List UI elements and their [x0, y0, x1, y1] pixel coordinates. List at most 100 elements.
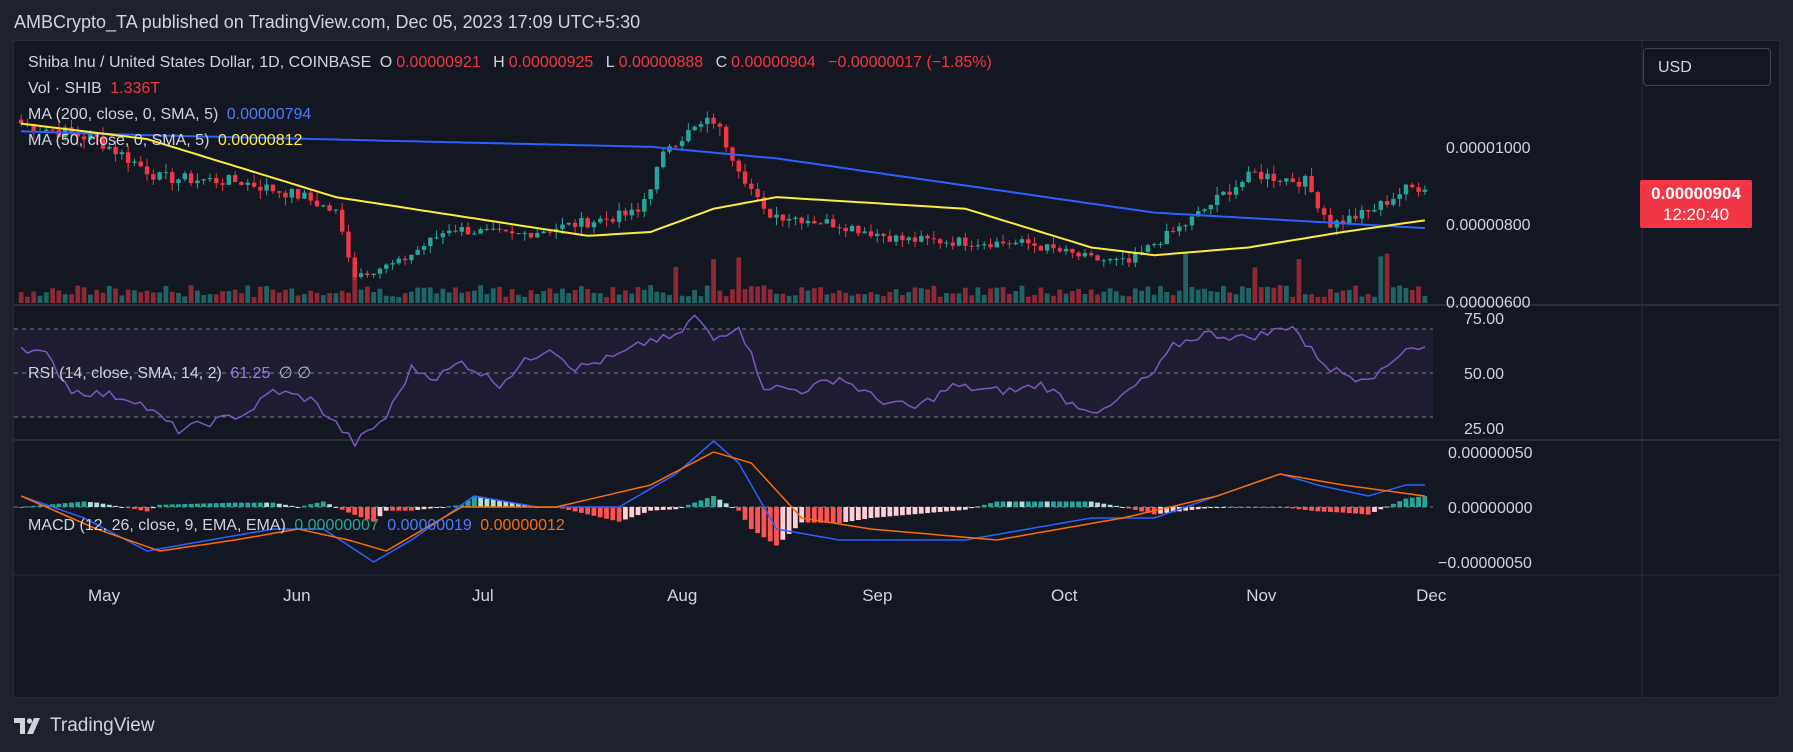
- candle-body: [509, 231, 515, 234]
- volume-bar: [881, 296, 886, 303]
- footer-brand: TradingView: [50, 715, 155, 736]
- candle-body: [1114, 258, 1119, 260]
- candle-body: [371, 273, 376, 275]
- volume-bar: [75, 285, 81, 303]
- macd-histogram-bar: [1221, 507, 1226, 508]
- candle-body: [56, 129, 62, 138]
- macd-histogram-bar: [409, 507, 414, 511]
- macd-histogram-bar: [988, 503, 993, 507]
- candle-body: [384, 264, 389, 269]
- macd-histogram-bar: [962, 507, 968, 510]
- macd-histogram-bar: [69, 502, 74, 507]
- macd-histogram-bar: [717, 499, 723, 507]
- ma200-value: 0.00000794: [226, 106, 312, 123]
- candle-body: [1170, 230, 1176, 232]
- volume-bar: [264, 286, 270, 303]
- currency-button[interactable]: USD: [1643, 48, 1771, 86]
- candle-body: [925, 235, 930, 239]
- macd-histogram-bar: [1265, 507, 1270, 508]
- macd-histogram-bar: [232, 502, 238, 507]
- candle-body: [1145, 245, 1151, 252]
- macd-histogram-bar: [62, 503, 68, 507]
- volume-bar: [169, 291, 175, 303]
- volume-bar: [893, 289, 899, 303]
- candle-body: [421, 246, 427, 250]
- time-tick-label: Aug: [667, 586, 697, 605]
- volume-bar: [830, 293, 836, 303]
- volume-bar: [1208, 291, 1214, 303]
- macd-histogram-bar: [1007, 501, 1012, 507]
- macd-histogram-bar: [736, 507, 742, 511]
- candle-body: [440, 233, 446, 238]
- macd-histogram-bar: [31, 505, 37, 507]
- macd-signal-value: 0.00000012: [480, 517, 565, 534]
- candle-body: [333, 209, 339, 211]
- candle-body: [742, 171, 748, 184]
- candle-body: [113, 146, 118, 155]
- volume-bar: [516, 294, 521, 303]
- candle-body: [786, 218, 792, 221]
- candle-body: [648, 189, 653, 200]
- macd-histogram-bar: [1051, 501, 1056, 507]
- candle-body: [1026, 239, 1031, 244]
- ma50-value: 0.00000812: [217, 132, 303, 149]
- macd-histogram-bar: [1359, 507, 1365, 515]
- candle-body: [264, 184, 269, 191]
- volume-bar: [56, 290, 62, 303]
- candle-body: [799, 217, 804, 224]
- volume-bar: [346, 292, 351, 303]
- volume-bar: [302, 293, 307, 303]
- volume-bar: [1422, 295, 1428, 303]
- macd-histogram-bar: [887, 507, 893, 517]
- candle-body: [736, 160, 741, 172]
- volume-bar: [289, 288, 295, 303]
- macd-histogram-bar: [1271, 507, 1277, 508]
- macd-histogram-bar: [390, 507, 395, 511]
- ma50-legend: MA (50, close, 0, SMA, 5) 0.00000812: [28, 132, 306, 150]
- candle-body: [195, 180, 200, 184]
- candle-body: [277, 191, 282, 193]
- macd-histogram-bar: [811, 507, 817, 523]
- volume-bar: [421, 287, 427, 303]
- candle-body: [503, 229, 509, 232]
- macd-histogram-bar: [75, 502, 81, 507]
- macd-histogram-bar: [604, 507, 609, 519]
- candle-body: [125, 152, 131, 163]
- macd-histogram-bar: [94, 502, 100, 507]
- candle-body: [768, 208, 773, 218]
- volume-bar: [213, 294, 219, 303]
- ma200-label: MA (200, close, 0, SMA, 5): [28, 106, 219, 123]
- macd-histogram-bar: [1101, 503, 1107, 507]
- candle-body: [868, 231, 874, 237]
- candle-body: [132, 161, 137, 163]
- volume-bar: [1038, 287, 1044, 303]
- volume-bar: [497, 286, 502, 303]
- macd-histogram-bar: [1088, 501, 1094, 507]
- macd-histogram-bar: [1044, 501, 1050, 507]
- volume-bar: [862, 294, 868, 303]
- volume-bar: [1120, 295, 1126, 303]
- macd-histogram-bar: [1013, 501, 1019, 507]
- candle-body: [528, 232, 534, 238]
- volume-bar: [1057, 289, 1063, 303]
- macd-histogram-bar: [25, 506, 30, 508]
- volume-bar: [704, 285, 710, 303]
- ohlc-high: H 0.00000925: [493, 54, 594, 71]
- macd-histogram-bar: [1384, 506, 1390, 508]
- candle-body: [660, 151, 666, 168]
- volume-bar: [43, 292, 49, 303]
- macd-histogram-bar: [1139, 507, 1144, 512]
- macd-histogram-bar: [792, 507, 798, 529]
- candle-body: [1164, 230, 1169, 245]
- volume-bar: [490, 288, 496, 303]
- macd-histogram-bar: [245, 502, 251, 507]
- rsi-extra: ∅ ∅: [278, 365, 312, 382]
- macd-histogram-bar: [295, 507, 301, 508]
- volume-bar: [100, 292, 106, 303]
- macd-histogram-bar: [1233, 507, 1239, 508]
- volume-bar: [94, 289, 100, 303]
- volume-bar: [25, 296, 30, 303]
- candle-body: [692, 126, 697, 131]
- macd-histogram-bar: [818, 507, 823, 523]
